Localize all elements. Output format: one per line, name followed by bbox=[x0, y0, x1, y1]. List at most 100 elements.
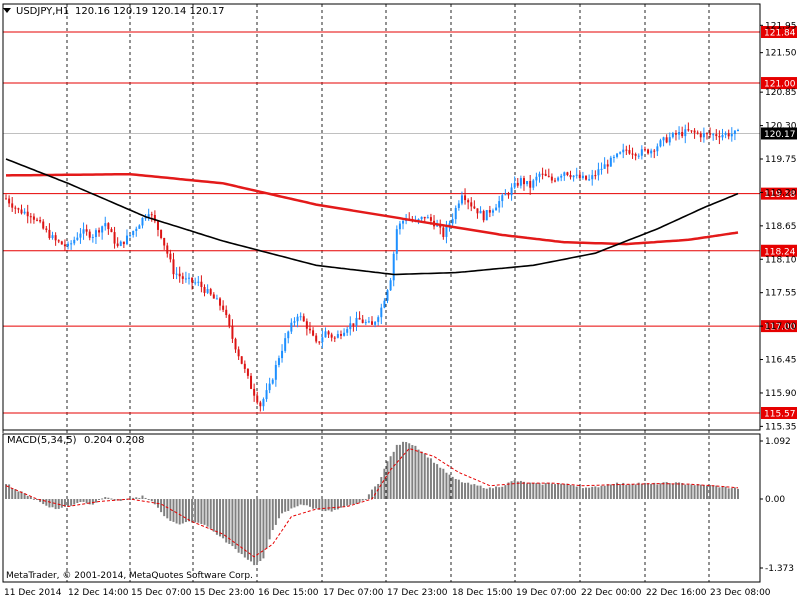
macd-bar bbox=[237, 499, 240, 553]
macd-bar bbox=[147, 499, 150, 500]
candle-body bbox=[197, 281, 200, 283]
candle-body bbox=[184, 278, 187, 280]
candle-body bbox=[659, 140, 662, 147]
candle-body bbox=[380, 307, 383, 318]
macd-bar bbox=[107, 497, 110, 499]
level-price-box bbox=[761, 26, 797, 38]
macd-bar bbox=[572, 485, 575, 499]
candle-body bbox=[200, 281, 203, 288]
candle-body bbox=[622, 149, 625, 153]
candle-body bbox=[70, 243, 73, 245]
candle-body bbox=[330, 334, 333, 338]
candle-body bbox=[169, 253, 172, 260]
macd-bar bbox=[674, 482, 677, 499]
macd-bar bbox=[386, 461, 389, 499]
macd-bar bbox=[268, 499, 271, 540]
candle-body bbox=[274, 364, 277, 380]
candle-body bbox=[612, 156, 615, 158]
macd-bar bbox=[526, 483, 529, 499]
candle-body bbox=[538, 173, 541, 177]
macd-bar bbox=[333, 499, 336, 510]
candle-body bbox=[141, 217, 144, 226]
candle-body bbox=[39, 220, 42, 222]
macd-bar bbox=[45, 499, 48, 506]
macd-bar bbox=[454, 479, 457, 499]
macd-bar bbox=[594, 486, 597, 499]
y-tick-label: 119.20 bbox=[765, 188, 797, 198]
candle-body bbox=[566, 172, 569, 176]
candle-body bbox=[727, 133, 730, 137]
x-tick-label: 15 Dec 07:00 bbox=[131, 588, 192, 598]
macd-bar bbox=[14, 489, 17, 499]
macd-bar bbox=[495, 486, 498, 499]
grid bbox=[2, 4, 710, 582]
macd-bar bbox=[17, 491, 20, 499]
macd-bar bbox=[612, 483, 615, 499]
candle-body bbox=[178, 273, 181, 277]
macd-bar bbox=[23, 493, 26, 499]
macd-bar bbox=[712, 485, 715, 499]
macd-bar bbox=[498, 487, 501, 499]
macd-bar bbox=[308, 499, 311, 507]
candle-body bbox=[591, 175, 594, 180]
level-price-box bbox=[761, 77, 797, 90]
candle-body bbox=[23, 211, 26, 214]
candle-body bbox=[305, 321, 308, 329]
candle-body bbox=[98, 230, 101, 233]
level-price-box bbox=[761, 407, 797, 419]
candle-body bbox=[349, 323, 352, 330]
macd-bar bbox=[535, 482, 538, 499]
candle-body bbox=[702, 133, 705, 138]
candle-body bbox=[684, 129, 687, 137]
macd-bar bbox=[637, 482, 640, 499]
candle-body bbox=[203, 287, 206, 293]
macd-bar bbox=[482, 488, 485, 499]
candle-body bbox=[634, 154, 637, 156]
candle-body bbox=[560, 175, 563, 178]
candle-body bbox=[259, 402, 262, 407]
symbol-label: USDJPY,H1 bbox=[16, 6, 69, 17]
macd-bar bbox=[647, 483, 650, 499]
candle-body bbox=[48, 229, 51, 239]
macd-bar bbox=[231, 499, 234, 547]
macd-bar bbox=[460, 482, 463, 499]
candle-body bbox=[436, 225, 439, 227]
macd-bar bbox=[653, 482, 656, 499]
macd-bar bbox=[175, 499, 178, 524]
y-tick-label: 120.30 bbox=[765, 122, 797, 132]
candle-body bbox=[88, 231, 91, 238]
macd-bar bbox=[575, 486, 578, 499]
candle-body bbox=[640, 149, 643, 156]
candle-body bbox=[445, 225, 448, 237]
candle-body bbox=[76, 237, 79, 240]
chart-text: USDJPY,H1 120.16 120.19 120.14 120.17 MA… bbox=[3, 6, 253, 581]
candle-body bbox=[460, 195, 463, 204]
macd-bar bbox=[119, 499, 122, 501]
macd-bar bbox=[54, 499, 57, 510]
macd-bar bbox=[215, 499, 218, 535]
y-tick-label: 115.35 bbox=[765, 422, 797, 432]
chevron-down-icon[interactable] bbox=[3, 8, 11, 13]
macd-bar bbox=[597, 487, 600, 499]
macd-bar bbox=[619, 484, 622, 499]
candle-body bbox=[603, 164, 606, 169]
macd-bar bbox=[219, 499, 222, 537]
macd-bar bbox=[184, 499, 187, 523]
candle-body bbox=[616, 153, 619, 157]
x-tick-label: 18 Dec 15:00 bbox=[452, 588, 513, 598]
candle-body bbox=[516, 182, 519, 186]
candle-body bbox=[386, 290, 389, 301]
candle-body bbox=[535, 176, 538, 181]
candle-body bbox=[557, 177, 560, 181]
level-price-label: 119.18 bbox=[764, 190, 796, 200]
macd-bar bbox=[271, 499, 274, 531]
macd-panel bbox=[5, 441, 739, 566]
macd-bar bbox=[73, 499, 76, 505]
macd-bar bbox=[343, 499, 346, 507]
candle-body bbox=[358, 317, 361, 320]
macd-signal-line bbox=[5, 447, 739, 558]
candle-body bbox=[32, 216, 35, 220]
candle-body bbox=[237, 349, 240, 357]
candle-body bbox=[715, 134, 718, 137]
